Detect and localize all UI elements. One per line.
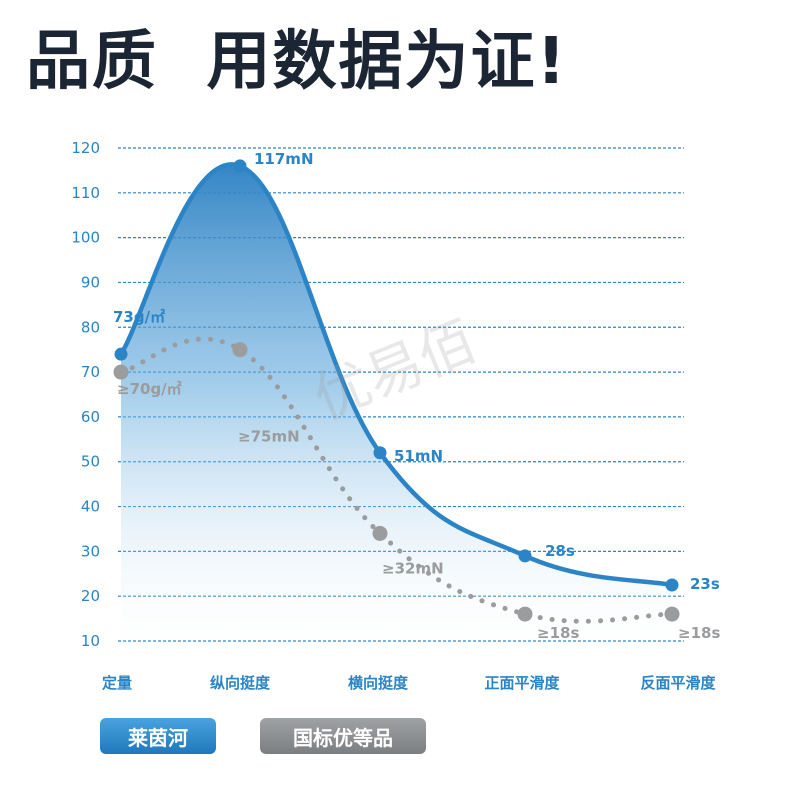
y-tick-label: 80 bbox=[81, 318, 100, 336]
standard-data-label: ≥70g/㎡ bbox=[117, 380, 182, 398]
data-labels: 73g/㎡ 117mN 51mN 28s 23s ≥70g/㎡ ≥75mN ≥32mN ≥18s… bbox=[113, 150, 720, 642]
legend-brand: 莱茵河 bbox=[100, 718, 216, 754]
y-tick-label: 110 bbox=[71, 184, 100, 202]
y-tick-label: 90 bbox=[81, 273, 100, 291]
y-tick-label: 30 bbox=[81, 542, 100, 560]
legend-standard: 国标优等品 bbox=[260, 718, 426, 754]
brand-point bbox=[518, 549, 532, 563]
brand-data-label: 23s bbox=[690, 575, 720, 593]
standard-data-label: ≥32mN bbox=[382, 559, 444, 577]
brand-line bbox=[119, 162, 673, 588]
brand-series bbox=[114, 159, 679, 592]
brand-area-fill bbox=[121, 164, 672, 666]
y-tick-label: 20 bbox=[81, 587, 100, 605]
standard-point bbox=[372, 525, 388, 541]
standard-point bbox=[232, 342, 248, 358]
x-category-label: 横向挺度 bbox=[348, 674, 409, 692]
y-tick-label: 40 bbox=[81, 498, 100, 516]
brand-point bbox=[114, 347, 128, 361]
y-tick-label: 50 bbox=[81, 453, 100, 471]
y-tick-labels: 120 110 100 90 80 70 60 50 40 30 20 10 bbox=[71, 139, 100, 650]
standard-data-label: ≥75mN bbox=[238, 428, 300, 446]
brand-data-label: 51mN bbox=[394, 447, 443, 465]
standard-point bbox=[664, 606, 680, 622]
standard-point bbox=[517, 606, 533, 622]
y-tick-label: 100 bbox=[71, 229, 100, 247]
x-category-label: 纵向挺度 bbox=[210, 674, 271, 692]
brand-point bbox=[665, 578, 679, 592]
brand-data-label: 117mN bbox=[254, 150, 314, 168]
x-category-label: 定量 bbox=[102, 674, 132, 692]
y-tick-label: 70 bbox=[81, 363, 100, 381]
standard-data-label: ≥18s bbox=[537, 624, 579, 642]
chart: 73g/㎡ 117mN 51mN 28s 23s ≥70g/㎡ ≥75mN ≥32mN ≥18s… bbox=[0, 120, 800, 700]
headline: 品质 用数据为证! bbox=[26, 25, 568, 99]
y-tick-label: 60 bbox=[81, 408, 100, 426]
x-category-label: 正面平滑度 bbox=[484, 674, 560, 692]
y-tick-label: 10 bbox=[81, 632, 100, 650]
x-category-label: 反面平滑度 bbox=[640, 674, 716, 692]
brand-data-label: 28s bbox=[545, 542, 575, 560]
standard-series bbox=[113, 336, 680, 624]
brand-data-label: 73g/㎡ bbox=[113, 308, 165, 326]
brand-area bbox=[121, 164, 672, 666]
standard-point bbox=[113, 364, 129, 380]
brand-point bbox=[233, 159, 247, 173]
chart-svg: 73g/㎡ 117mN 51mN 28s 23s ≥70g/㎡ ≥75mN ≥32mN ≥18s… bbox=[71, 139, 720, 692]
brand-point bbox=[373, 446, 387, 460]
x-category-labels: 定量 纵向挺度 横向挺度 正面平滑度 反面平滑度 bbox=[102, 674, 717, 692]
y-tick-label: 120 bbox=[71, 139, 100, 157]
standard-data-label: ≥18s bbox=[678, 624, 720, 642]
